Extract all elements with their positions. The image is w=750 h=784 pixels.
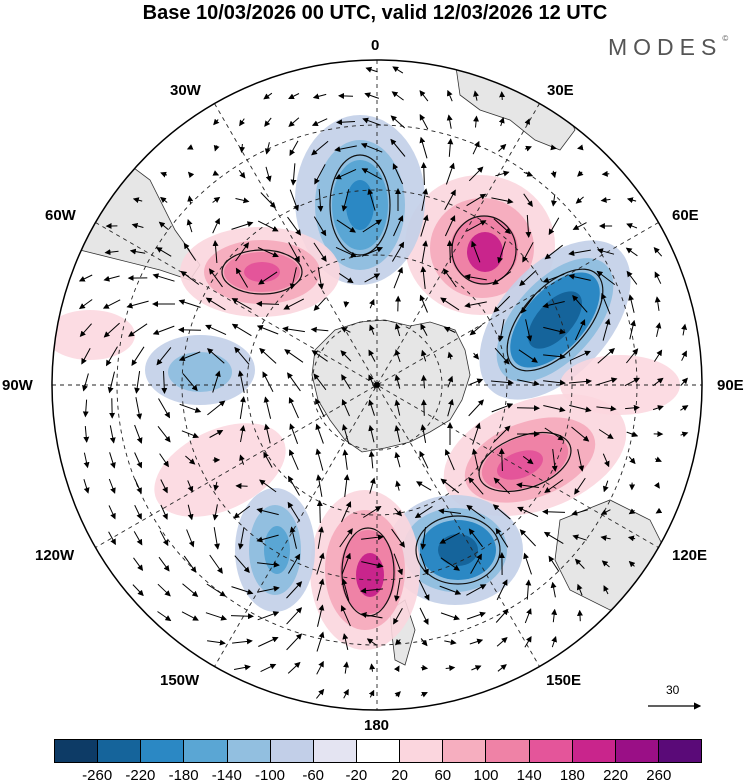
lon-label-180: 180 (364, 717, 389, 734)
colorbar-swatch-14 (659, 740, 701, 762)
wind-vector-arrow (179, 330, 201, 331)
lon-label-30e: 30E (547, 82, 574, 99)
colorbar-swatch-0 (55, 740, 98, 762)
wind-vector-arrow (603, 174, 610, 175)
colorbar-tick-label: -260 (82, 767, 112, 784)
colorbar-tick-label: 260 (646, 767, 671, 784)
colorbar-swatch-11 (530, 740, 573, 762)
colorbar-swatch-5 (271, 740, 314, 762)
colorbar-swatch-9 (443, 740, 486, 762)
negative-center-90w (145, 335, 255, 405)
lon-label-30w: 30W (170, 82, 201, 99)
colorbar-tick-label: -20 (346, 767, 368, 784)
colorbar-swatch-8 (400, 740, 443, 762)
wind-vector-arrow (580, 611, 581, 621)
colorbar-swatch-3 (184, 740, 227, 762)
colorbar-tick-label: -180 (169, 767, 199, 784)
lon-label-0: 0 (371, 37, 379, 54)
colorbar-swatch-4 (228, 740, 271, 762)
negative-center-140w (235, 488, 315, 612)
colorbar-tick-label: 60 (434, 767, 451, 784)
lon-label-120e: 120E (672, 547, 707, 564)
lon-label-60e: 60E (672, 207, 699, 224)
wind-vector-arrow (320, 501, 321, 523)
colorbar-tick-label: 140 (517, 767, 542, 784)
lon-label-150e: 150E (546, 672, 581, 689)
colorbar-swatch-7 (357, 740, 400, 762)
lon-label-150w: 150W (160, 672, 199, 689)
lon-label-60w: 60W (45, 207, 76, 224)
colorbar-swatch-12 (573, 740, 616, 762)
reference-vector-label: 30 (666, 683, 679, 697)
lon-label-120w: 120W (35, 547, 74, 564)
colorbar-swatch-10 (486, 740, 529, 762)
colorbar-swatch-6 (314, 740, 357, 762)
colorbar-tick-label: -220 (125, 767, 155, 784)
colorbar-swatch-2 (141, 740, 184, 762)
colorbar-tick-label: -100 (255, 767, 285, 784)
colorbar-tick-label: 180 (560, 767, 585, 784)
colorbar (54, 739, 702, 763)
colorbar-tick-label: 20 (391, 767, 408, 784)
colorbar-tick-label: -140 (212, 767, 242, 784)
lon-label-90e: 90E (717, 377, 744, 394)
wind-vector-arrow (424, 400, 425, 416)
colorbar-swatch-13 (616, 740, 659, 762)
south-pole-marker (374, 382, 380, 388)
colorbar-tick-label: -60 (302, 767, 324, 784)
colorbar-tick-label: 220 (603, 767, 628, 784)
colorbar-tick-label: 100 (473, 767, 498, 784)
colorbar-swatch-1 (98, 740, 141, 762)
wind-vector-arrow (502, 92, 503, 100)
lon-label-90w: 90W (2, 377, 33, 394)
